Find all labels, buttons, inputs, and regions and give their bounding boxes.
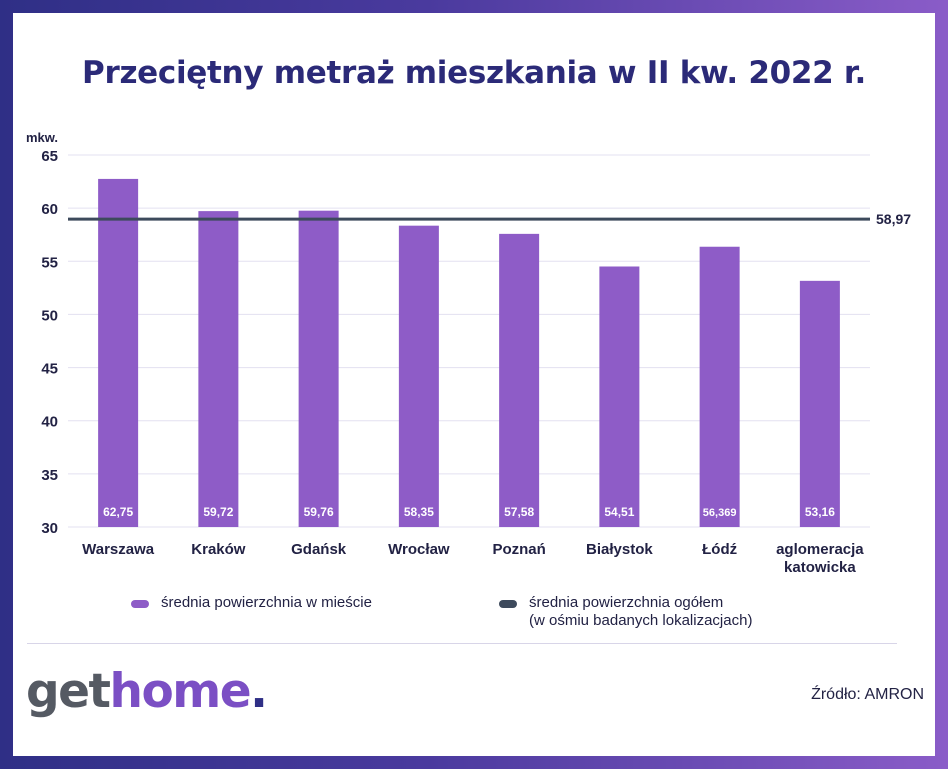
footer-divider (27, 643, 897, 644)
source-note: Źródło: AMRON (811, 686, 924, 703)
bar-value-label: 62,75 (103, 505, 133, 519)
y-tick-label: 55 (41, 254, 58, 271)
x-tick-label: Kraków (191, 541, 246, 558)
y-tick-label: 40 (41, 414, 58, 431)
bar-value-label: 56,369 (703, 507, 737, 519)
bar (499, 233, 540, 527)
x-tick-label: Łódź (702, 541, 737, 558)
bar-value-label: 53,16 (805, 505, 835, 519)
chart-card (13, 13, 935, 756)
y-tick-label: 65 (41, 148, 58, 165)
legend-label-overall: średnia powierzchnia ogółem (w ośmiu bad… (529, 594, 753, 629)
x-tick-label: Gdańsk (291, 541, 347, 558)
x-tick-label: katowicka (784, 559, 856, 576)
reference-line-label: 58,97 (876, 211, 911, 227)
x-tick-label: Warszawa (82, 541, 155, 558)
x-tick-label: aglomeracja (776, 541, 864, 558)
y-tick-label: 60 (41, 201, 58, 218)
legend-swatch-city (131, 600, 149, 608)
chart-title: Przeciętny metraż mieszkania w II kw. 20… (82, 55, 866, 91)
bar-value-label: 59,72 (203, 505, 233, 519)
gethome-logo: gethome. (26, 664, 268, 719)
bar (799, 280, 840, 527)
bar-value-label: 54,51 (604, 505, 634, 519)
legend-item-city: średnia powierzchnia w mieście (131, 594, 372, 612)
bar (398, 225, 439, 527)
bar-value-label: 58,35 (404, 505, 434, 519)
x-tick-label: Wrocław (388, 541, 450, 558)
bar-value-label: 57,58 (504, 505, 534, 519)
bar (298, 210, 339, 527)
x-tick-label: Poznań (492, 541, 545, 558)
y-tick-label: 45 (41, 361, 58, 378)
x-tick-label: Białystok (586, 541, 653, 558)
y-tick-label: 30 (41, 520, 58, 537)
legend-item-overall: średnia powierzchnia ogółem (w ośmiu bad… (499, 594, 752, 630)
bar (98, 178, 139, 527)
legend-label-city: średnia powierzchnia w mieście (161, 594, 372, 611)
bar (599, 266, 640, 527)
bar (198, 211, 239, 528)
y-tick-label: 50 (41, 307, 58, 324)
legend-swatch-overall (499, 600, 517, 608)
y-tick-label: 35 (41, 467, 58, 484)
bar-value-label: 59,76 (304, 505, 334, 519)
y-axis-unit-label: mkw. (26, 130, 58, 145)
bar (699, 246, 740, 527)
